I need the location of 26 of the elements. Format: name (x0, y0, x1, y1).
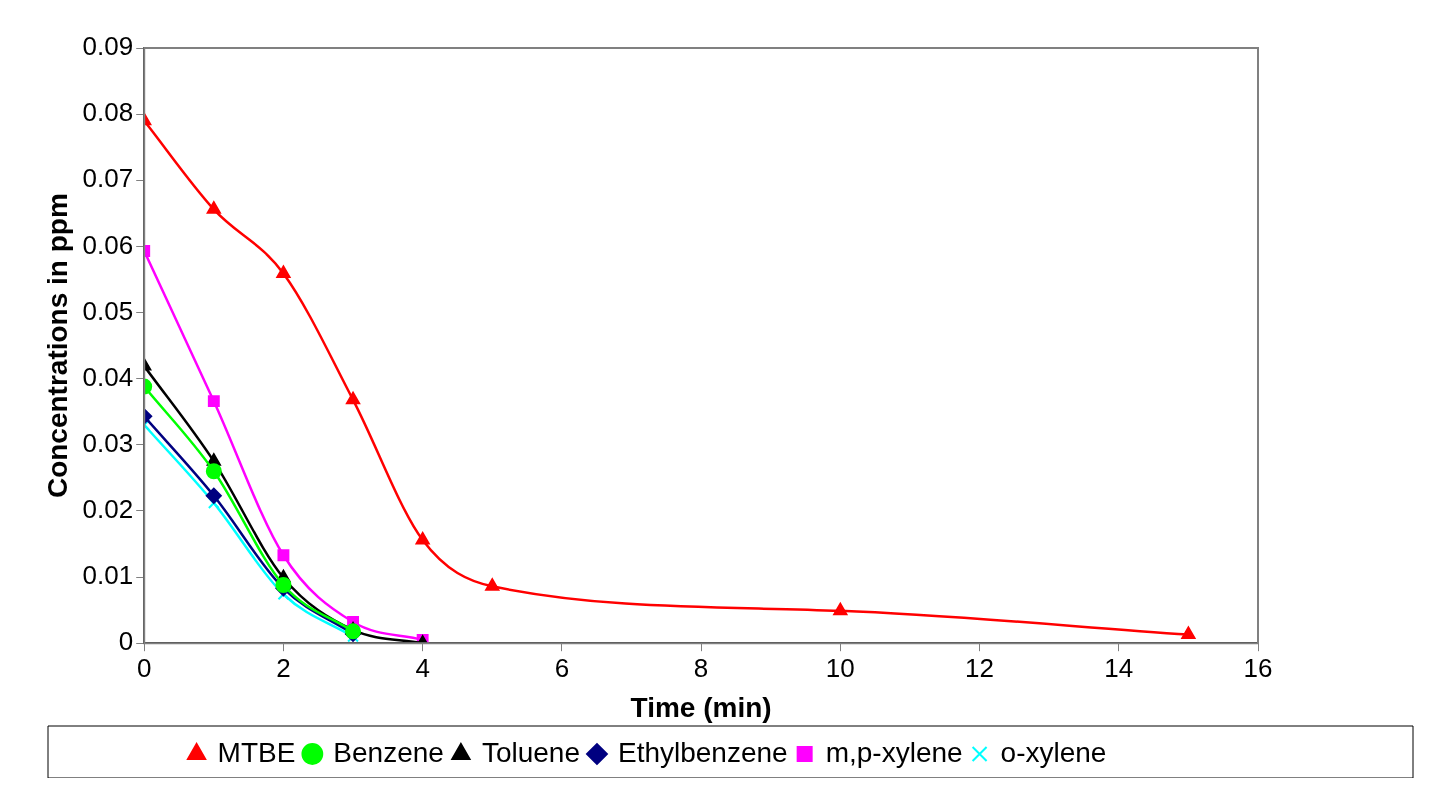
x-tick-label: 12 (965, 652, 995, 683)
y-tick-label: 0.07 (82, 163, 134, 194)
y-tick-label: 0.02 (82, 494, 134, 525)
legend-label: Toluene (481, 736, 580, 768)
y-tick-label: 0.06 (82, 229, 134, 260)
x-tick-label: 16 (1243, 652, 1273, 683)
legend-label: Ethylbenzene (617, 736, 788, 768)
x-axis-title: Time (min) (630, 691, 772, 723)
y-tick-label: 0.01 (82, 560, 134, 591)
y-tick-label: 0.05 (82, 295, 134, 326)
y-tick-label: 0.03 (82, 427, 134, 458)
x-tick-label: 10 (825, 652, 855, 683)
x-tick-label: 2 (276, 652, 291, 683)
y-tick-label: 0.09 (82, 31, 134, 62)
legend-label: o-xylene (1000, 736, 1107, 768)
x-tick-label: 4 (415, 652, 430, 683)
y-tick-label: 0.08 (82, 97, 134, 128)
legend-label: m,p-xylene (825, 736, 963, 768)
x-tick-label: 8 (693, 652, 709, 683)
y-tick-label: 0.04 (82, 361, 134, 392)
y-tick-label: 0 (118, 626, 134, 657)
y-axis-title: Concentrations in ppm (41, 193, 73, 499)
x-tick-label: 14 (1104, 652, 1134, 683)
legend-label: MTBE (217, 736, 296, 768)
x-tick-label: 6 (554, 652, 570, 683)
legend-label: Benzene (333, 736, 444, 768)
